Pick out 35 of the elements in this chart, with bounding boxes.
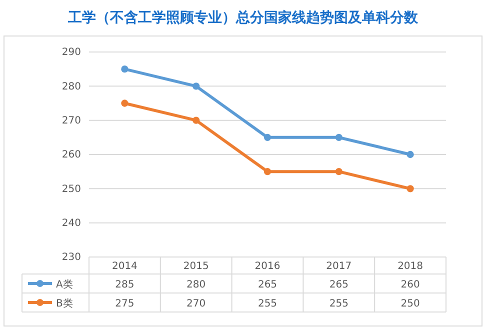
data-label: 250 [400,298,420,310]
y-tick-label: 250 [62,184,81,195]
data-label: 270 [186,298,206,310]
point [121,100,128,107]
point [264,134,272,141]
legend-label: A类 [56,278,73,290]
point [406,150,414,158]
y-tick-label: 290 [62,47,81,58]
x-tick-label: 2018 [398,261,424,272]
point [192,116,200,124]
x-tick-label: 2016 [254,261,280,272]
data-label: 255 [258,298,278,310]
y-tick-label: 270 [62,116,81,127]
legend-label: B类 [56,298,73,310]
data-label: 285 [115,280,134,290]
x-tick-label: 2015 [183,261,209,272]
data-label: 275 [115,298,134,310]
chart-title: 工学（不含工学照顾专业）总分国家线趋势图及单科分数 [67,9,419,26]
data-label: 265 [329,280,348,290]
point [121,66,128,73]
data-label: 265 [258,280,278,290]
data-label: 260 [400,280,420,290]
data-label: 280 [186,280,206,290]
point [406,185,414,192]
y-tick-label: 240 [62,218,81,230]
data-label: 255 [329,298,348,310]
y-tick-label: 230 [62,252,81,264]
point [335,168,342,176]
point [264,168,272,176]
point [335,134,342,141]
point [192,82,200,90]
x-tick-label: 2014 [112,261,138,272]
y-tick-label: 260 [62,150,81,161]
x-tick-label: 2017 [326,261,352,272]
y-tick-label: 280 [62,81,81,92]
